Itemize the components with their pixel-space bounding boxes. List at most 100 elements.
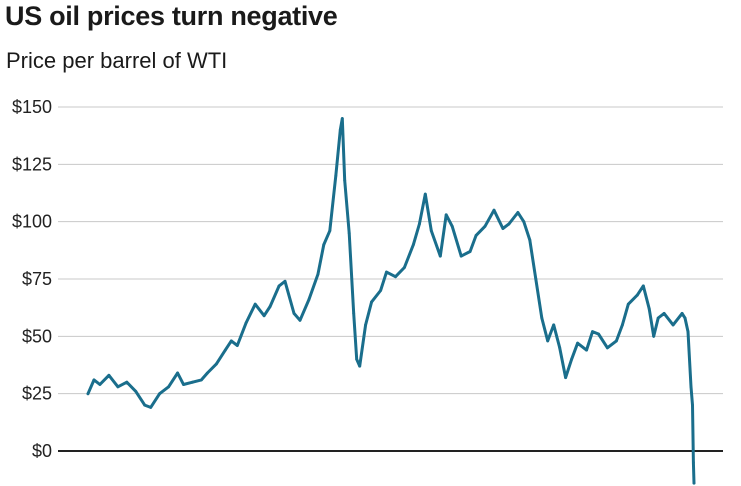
data-point [182,383,185,386]
data-point [662,312,666,315]
chart-subtitle: Price per barrel of WTI [6,48,228,73]
data-point [277,284,281,288]
data-point [546,339,550,343]
data-point [125,380,129,384]
data-point [158,392,162,396]
data-point [468,250,472,253]
data-point [403,266,406,269]
data-point [591,330,594,334]
data-point [418,222,421,226]
data-point [692,481,696,485]
y-axis-tick-labels: $0 $25 $50 $75 $100 $125 $150 [12,97,52,461]
data-point [298,318,302,322]
data-point [322,243,326,247]
data-point [615,339,618,343]
data-point [671,323,675,327]
data-point [385,270,388,274]
y-tick-label: $0 [32,441,52,461]
data-point [292,312,296,315]
data-point [143,403,147,407]
data-point [358,364,362,368]
data-point [167,385,171,389]
data-point [338,128,342,132]
data-point [370,300,373,304]
data-point [149,406,153,409]
data-point [328,229,332,233]
data-point [683,316,687,320]
data-point [656,316,660,320]
data-point [347,231,351,235]
data-point [501,227,505,230]
y-tick-label: $25 [22,384,52,404]
data-point [680,312,684,315]
series-layer [86,117,696,485]
data-point [307,298,311,301]
data-point [134,390,138,393]
data-point [507,222,511,226]
data-point [423,192,427,196]
data-point [576,341,579,345]
data-point [641,284,645,288]
data-point [606,346,609,350]
data-point [692,461,695,464]
chart-title: US oil prices turn negative [5,1,338,31]
data-point [253,302,257,306]
data-point [474,234,478,237]
data-point [343,179,347,182]
data-point [352,312,356,315]
data-point [540,316,544,320]
data-point [244,321,248,324]
data-point [492,208,496,212]
data-point [459,254,463,258]
data-point [340,117,344,120]
data-point [621,323,624,327]
data-point [379,289,382,292]
wti-price-line [86,117,696,485]
data-point [223,348,227,352]
data-point [444,213,448,217]
data-point [522,220,526,224]
data-point [334,174,338,178]
data-point [394,275,397,279]
data-point [647,307,651,311]
y-tick-label: $50 [22,326,52,346]
data-point [597,332,600,336]
data-point [686,330,690,334]
data-point [235,344,239,347]
data-point [200,378,203,382]
data-point [635,293,639,297]
data-point [92,378,96,382]
y-tick-label: $75 [22,269,52,289]
data-point [438,254,442,258]
data-point [107,373,111,377]
gridlines [58,106,723,452]
data-point [116,385,120,389]
data-point [450,224,454,228]
data-point [355,357,359,361]
data-point [98,383,102,386]
data-point [564,376,567,379]
data-point [652,334,656,338]
data-point [364,323,367,327]
data-point [483,224,487,228]
data-point [534,277,538,281]
data-point [691,403,694,407]
data-point [262,314,266,318]
y-tick-label: $125 [12,154,52,174]
data-point [191,380,194,384]
data-point [516,211,520,214]
data-point [528,238,532,242]
data-point [206,371,209,375]
data-point [626,302,630,306]
y-tick-label: $150 [12,97,52,117]
data-point [176,371,180,375]
data-point [689,385,693,389]
data-point [86,392,90,396]
data-point [570,357,573,361]
data-point [429,229,433,233]
data-point [316,273,320,276]
data-point [215,362,218,366]
data-point [412,243,415,247]
data-point [283,279,287,283]
